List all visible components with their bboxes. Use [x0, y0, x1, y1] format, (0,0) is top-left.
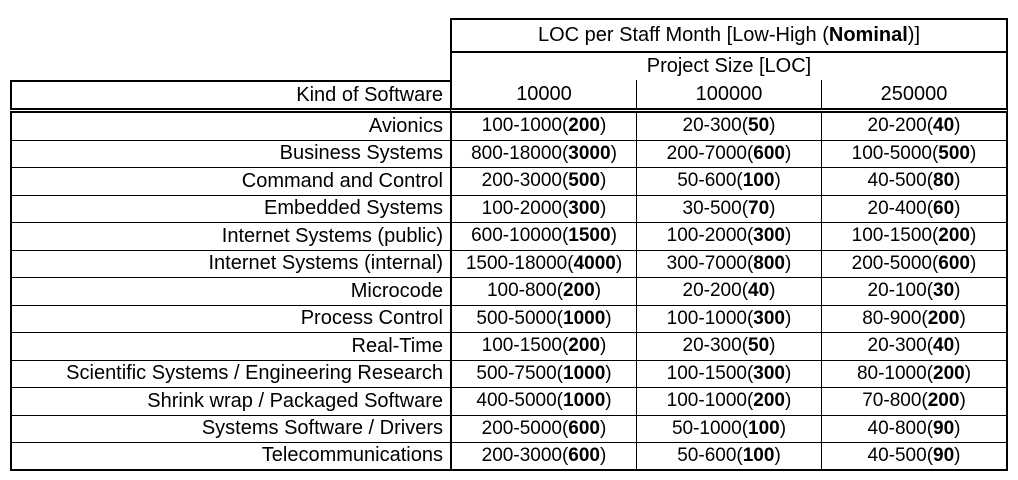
data-cell: 20-300(50)	[636, 333, 821, 361]
row-label: Business Systems	[10, 140, 450, 168]
table-row: Avionics 100-1000(200) 20-300(50) 20-200…	[10, 113, 1008, 141]
table-row: Scientific Systems / Engineering Researc…	[10, 360, 1008, 388]
data-cell: 200-5000(600)	[450, 415, 636, 443]
table-row: Shrink wrap / Packaged Software 400-5000…	[10, 388, 1008, 416]
data-cell: 30-500(70)	[636, 195, 821, 223]
table-body: Avionics 100-1000(200) 20-300(50) 20-200…	[10, 113, 1008, 471]
row-label: Telecommunications	[10, 443, 450, 471]
data-cell: 100-1000(200)	[636, 388, 821, 416]
table-title-text: LOC per Staff Month [Low-High (Nominal)]	[538, 24, 920, 46]
data-cell: 100-1000(300)	[636, 305, 821, 333]
data-cell: 80-900(200)	[821, 305, 1008, 333]
table-row: Internet Systems (public) 600-10000(1500…	[10, 223, 1008, 251]
data-cell: 40-500(80)	[821, 168, 1008, 196]
data-cell: 20-400(60)	[821, 195, 1008, 223]
table-title: LOC per Staff Month [Low-High (Nominal)]	[450, 18, 1008, 53]
data-cell: 400-5000(1000)	[450, 388, 636, 416]
row-label: Internet Systems (internal)	[10, 250, 450, 278]
kind-of-software-header: Kind of Software	[10, 80, 450, 108]
table-row: Real-Time 100-1500(200) 20-300(50) 20-30…	[10, 333, 1008, 361]
table-row: Business Systems 800-18000(3000) 200-700…	[10, 140, 1008, 168]
data-cell: 80-1000(200)	[821, 360, 1008, 388]
data-cell: 50-600(100)	[636, 443, 821, 471]
table-row: Internet Systems (internal) 1500-18000(4…	[10, 250, 1008, 278]
table-row: Embedded Systems 100-2000(300) 30-500(70…	[10, 195, 1008, 223]
data-cell: 20-300(40)	[821, 333, 1008, 361]
row-label: Internet Systems (public)	[10, 223, 450, 251]
data-cell: 100-1500(200)	[821, 223, 1008, 251]
data-cell: 100-2000(300)	[450, 195, 636, 223]
data-cell: 40-800(90)	[821, 415, 1008, 443]
data-cell: 200-5000(600)	[821, 250, 1008, 278]
row-label: Command and Control	[10, 168, 450, 196]
data-cell: 300-7000(800)	[636, 250, 821, 278]
data-cell: 1500-18000(4000)	[450, 250, 636, 278]
project-size-block: Project Size [LOC] 10000 100000 250000	[450, 53, 1008, 113]
data-cell: 70-800(200)	[821, 388, 1008, 416]
row-label: Shrink wrap / Packaged Software	[10, 388, 450, 416]
data-cell: 500-5000(1000)	[450, 305, 636, 333]
data-cell: 20-200(40)	[636, 278, 821, 306]
data-cell: 100-1500(300)	[636, 360, 821, 388]
loc-table: LOC per Staff Month [Low-High (Nominal)]…	[10, 18, 1008, 471]
data-cell: 600-10000(1500)	[450, 223, 636, 251]
table-row: Telecommunications 200-3000(600) 50-600(…	[10, 443, 1008, 471]
top-left-empty-area	[10, 18, 450, 53]
data-cell: 20-100(30)	[821, 278, 1008, 306]
row-label: Real-Time	[10, 333, 450, 361]
data-cell: 800-18000(3000)	[450, 140, 636, 168]
data-cell: 200-3000(500)	[450, 168, 636, 196]
data-cell: 100-2000(300)	[636, 223, 821, 251]
table-row: Process Control 500-5000(1000) 100-1000(…	[10, 305, 1008, 333]
column-header-250000: 250000	[821, 80, 1006, 108]
kind-of-software-column: Kind of Software	[10, 53, 450, 113]
table-header-row: Kind of Software Project Size [LOC] 1000…	[10, 53, 1008, 113]
data-cell: 100-1500(200)	[450, 333, 636, 361]
row-label: Systems Software / Drivers	[10, 415, 450, 443]
table-row: Command and Control 200-3000(500) 50-600…	[10, 168, 1008, 196]
data-cell: 100-5000(500)	[821, 140, 1008, 168]
data-cell: 20-300(50)	[636, 113, 821, 141]
data-cell: 50-1000(100)	[636, 415, 821, 443]
table-title-row: LOC per Staff Month [Low-High (Nominal)]	[10, 18, 1008, 53]
data-cell: 40-500(90)	[821, 443, 1008, 471]
row-label: Microcode	[10, 278, 450, 306]
size-column-headers: 10000 100000 250000	[452, 80, 1006, 108]
row-label: Process Control	[10, 305, 450, 333]
column-header-100000: 100000	[636, 80, 821, 108]
row-label: Embedded Systems	[10, 195, 450, 223]
data-cell: 100-800(200)	[450, 278, 636, 306]
data-cell: 200-3000(600)	[450, 443, 636, 471]
data-cell: 20-200(40)	[821, 113, 1008, 141]
data-cell: 50-600(100)	[636, 168, 821, 196]
table-row: Systems Software / Drivers 200-5000(600)…	[10, 415, 1008, 443]
data-cell: 200-7000(600)	[636, 140, 821, 168]
row-label: Scientific Systems / Engineering Researc…	[10, 360, 450, 388]
row-label: Avionics	[10, 113, 450, 141]
data-cell: 500-7500(1000)	[450, 360, 636, 388]
data-cell: 100-1000(200)	[450, 113, 636, 141]
table-row: Microcode 100-800(200) 20-200(40) 20-100…	[10, 278, 1008, 306]
column-header-10000: 10000	[516, 82, 572, 105]
project-size-header: Project Size [LOC]	[646, 55, 812, 77]
